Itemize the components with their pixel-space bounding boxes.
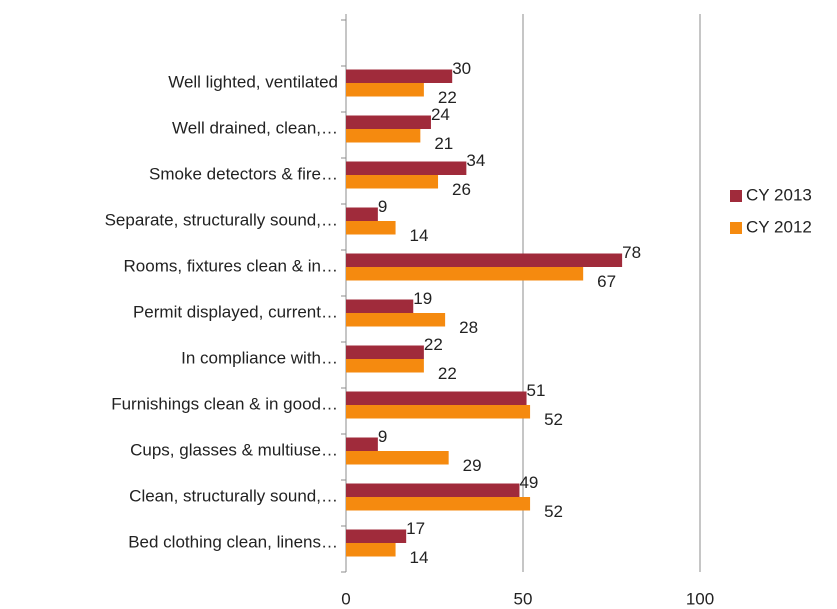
bar (346, 497, 531, 511)
y-tick-label: Bed clothing clean, linens… (128, 532, 338, 551)
y-tick-label: Smoke detectors & fire… (149, 164, 338, 183)
bar (346, 529, 407, 543)
x-tick-label: 0 (341, 589, 350, 608)
bar (346, 69, 453, 83)
data-label: 49 (519, 473, 538, 492)
data-label: 19 (413, 289, 432, 308)
data-label: 28 (459, 318, 478, 337)
x-tick-label: 50 (514, 589, 533, 608)
y-tick-label: Separate, structurally sound,… (105, 210, 338, 229)
data-label: 78 (622, 243, 641, 262)
bar (346, 405, 531, 419)
bar (346, 313, 446, 327)
legend-swatch (730, 222, 742, 234)
legend-label: CY 2012 (746, 217, 812, 236)
y-tick-label: Well lighted, ventilated (168, 72, 338, 91)
legend-swatch (730, 190, 742, 202)
data-label: 9 (378, 197, 387, 216)
bar (346, 253, 623, 267)
bar (346, 115, 431, 129)
y-tick-label: Rooms, fixtures clean & in… (124, 256, 338, 275)
bar (346, 161, 467, 175)
bar (346, 451, 449, 465)
data-label: 51 (527, 381, 546, 400)
data-label: 9 (378, 427, 387, 446)
bar (346, 543, 396, 557)
bar (346, 345, 424, 359)
bar (346, 207, 378, 221)
bar (346, 221, 396, 235)
data-label: 29 (463, 456, 482, 475)
data-label: 22 (438, 88, 457, 107)
data-label: 22 (438, 364, 457, 383)
data-label: 34 (466, 151, 485, 170)
y-tick-label: In compliance with… (181, 348, 338, 367)
data-label: 24 (431, 105, 450, 124)
bar (346, 129, 421, 143)
bar (346, 391, 527, 405)
data-label: 22 (424, 335, 443, 354)
data-label: 14 (410, 548, 429, 567)
bar (346, 83, 424, 97)
bar (346, 437, 378, 451)
bar (346, 175, 439, 189)
y-tick-label: Permit displayed, current… (133, 302, 338, 321)
data-label: 26 (452, 180, 471, 199)
bar (346, 483, 520, 497)
y-tick-label: Cups, glasses & multiuse… (130, 440, 338, 459)
data-label: 52 (544, 502, 563, 521)
bar (346, 267, 584, 281)
y-tick-label: Clean, structurally sound,… (129, 486, 338, 505)
data-label: 17 (406, 519, 425, 538)
bar (346, 359, 424, 373)
legend-label: CY 2013 (746, 185, 812, 204)
data-label: 67 (597, 272, 616, 291)
data-label: 52 (544, 410, 563, 429)
x-tick-label: 100 (686, 589, 714, 608)
data-label: 14 (410, 226, 429, 245)
data-label: 21 (434, 134, 453, 153)
bar (346, 299, 414, 313)
y-tick-label: Well drained, clean,… (172, 118, 338, 137)
y-tick-label: Furnishings clean & in good… (111, 394, 338, 413)
data-label: 30 (452, 59, 471, 78)
